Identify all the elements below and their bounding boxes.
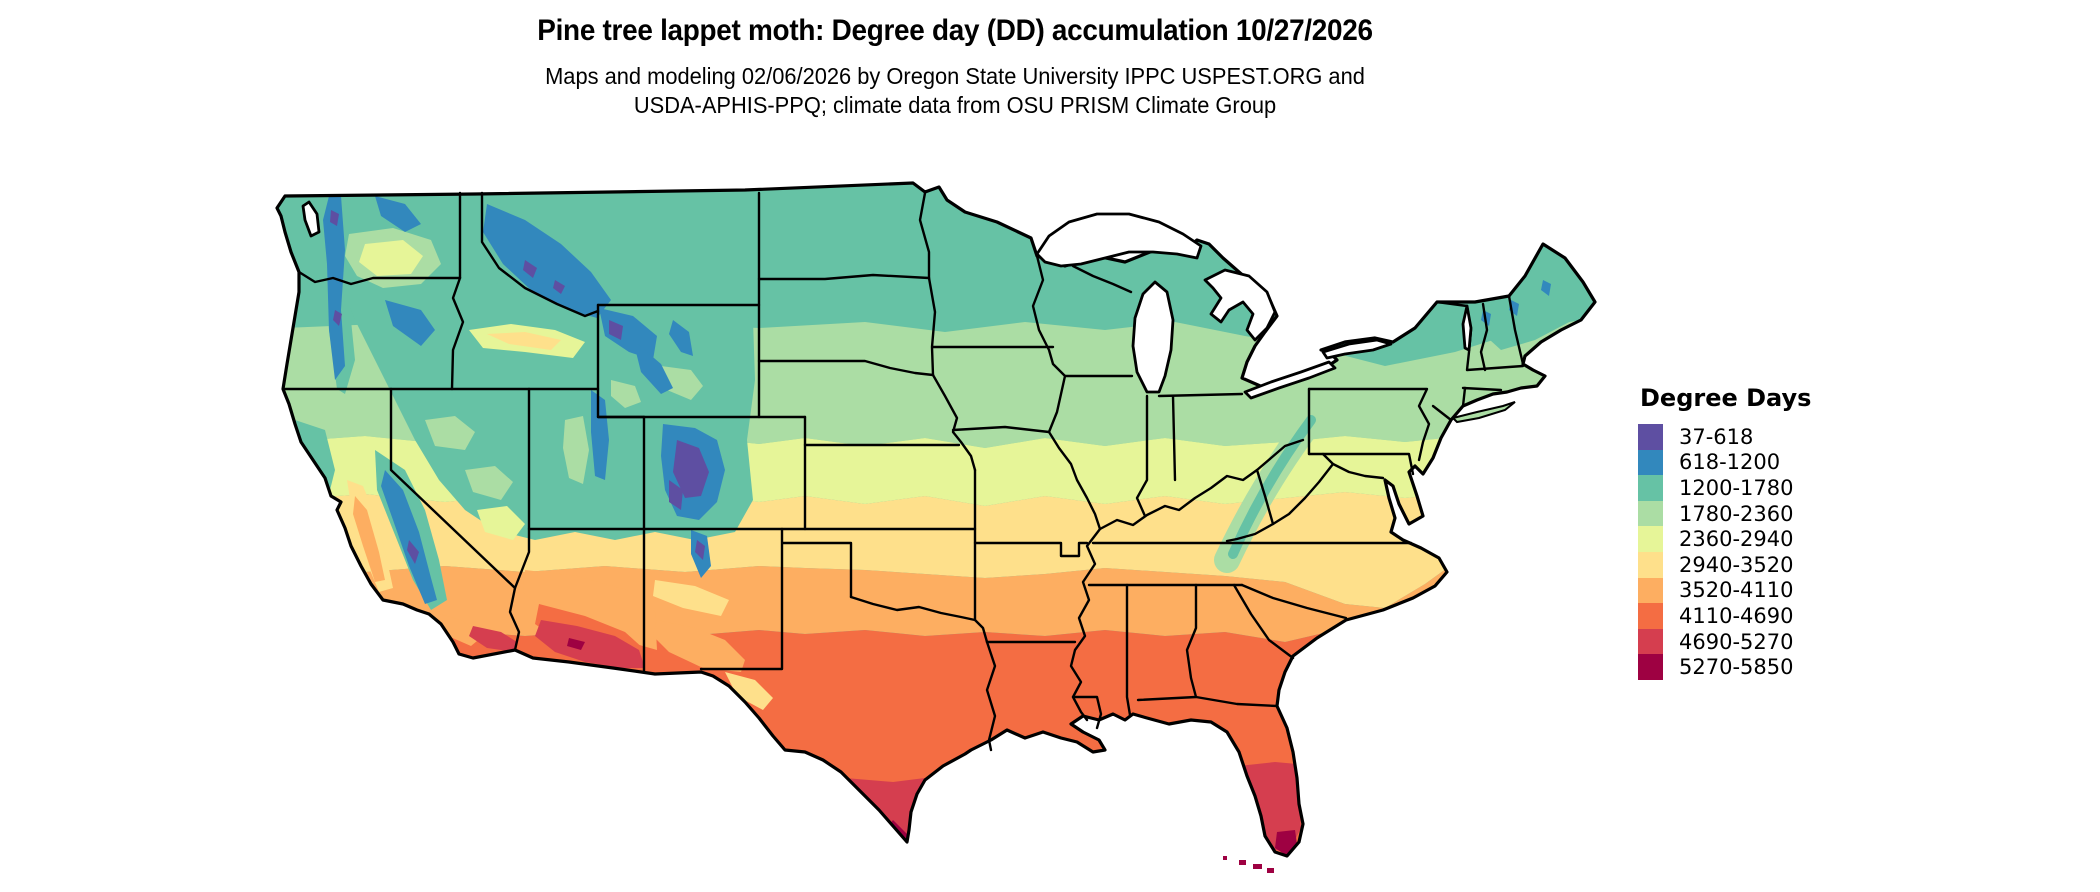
legend-label: 4690-5270 xyxy=(1679,629,1794,654)
legend-title: Degree Days xyxy=(1640,384,1812,412)
legend-label: 37-618 xyxy=(1679,424,1754,449)
legend-item: 618-1200 xyxy=(1638,449,1858,476)
legend-item: 2360-2940 xyxy=(1638,526,1858,552)
legend-label: 1200-1780 xyxy=(1679,475,1794,500)
legend-swatch xyxy=(1638,628,1663,655)
legend-swatch xyxy=(1638,475,1663,501)
us-degree-day-map xyxy=(225,180,1605,880)
legend-swatch xyxy=(1638,603,1663,629)
puget-sound xyxy=(301,200,321,238)
legend-item: 1780-2360 xyxy=(1638,500,1858,527)
legend-item: 2940-3520 xyxy=(1638,551,1858,578)
legend-item: 1200-1780 xyxy=(1638,475,1858,501)
lake-erie xyxy=(1243,360,1337,400)
lake-ontario xyxy=(1321,338,1393,360)
legend-swatch xyxy=(1638,424,1663,450)
map-subtitle-line2: USDA-APHIS-PPQ; climate data from OSU PR… xyxy=(633,92,1277,118)
legend-item: 5270-5850 xyxy=(1638,654,1858,680)
map-title: Pine tree lappet moth: Degree day (DD) a… xyxy=(537,14,1373,47)
florida-keys xyxy=(1223,856,1274,873)
legend-item: 4690-5270 xyxy=(1638,628,1858,655)
legend-label: 3520-4110 xyxy=(1679,578,1794,603)
lake-huron xyxy=(1203,268,1277,342)
legend-swatch xyxy=(1638,500,1663,527)
legend-item: 3520-4110 xyxy=(1638,577,1858,604)
lake-superior xyxy=(1035,212,1203,268)
map-header: Pine tree lappet moth: Degree day (DD) a… xyxy=(255,14,1655,120)
legend-label: 1780-2360 xyxy=(1679,501,1794,526)
legend-swatch xyxy=(1638,577,1663,604)
legend-label: 618-1200 xyxy=(1679,450,1781,475)
lake-champlain xyxy=(1461,304,1473,352)
map-subtitle-line1: Maps and modeling 02/06/2026 by Oregon S… xyxy=(545,63,1365,89)
legend-item: 4110-4690 xyxy=(1638,603,1858,629)
map-subtitle: Maps and modeling 02/06/2026 by Oregon S… xyxy=(290,62,1620,120)
legend-label: 2940-3520 xyxy=(1679,552,1794,577)
legend-item: 37-618 xyxy=(1638,424,1858,450)
long-island xyxy=(1451,401,1516,424)
legend-swatch xyxy=(1638,654,1663,680)
legend-swatch xyxy=(1638,526,1663,552)
legend-swatch xyxy=(1638,449,1663,476)
legend-swatch xyxy=(1638,551,1663,578)
legend-label: 5270-5850 xyxy=(1679,655,1794,680)
great-lakes xyxy=(301,200,1473,400)
lake-michigan xyxy=(1131,280,1175,394)
legend-label: 2360-2940 xyxy=(1679,527,1794,552)
conus-map-svg xyxy=(275,181,1597,873)
degree-days-legend: Degree Days 37-618 618-1200 1200-1780 17… xyxy=(1638,384,1858,680)
legend-label: 4110-4690 xyxy=(1679,603,1794,628)
